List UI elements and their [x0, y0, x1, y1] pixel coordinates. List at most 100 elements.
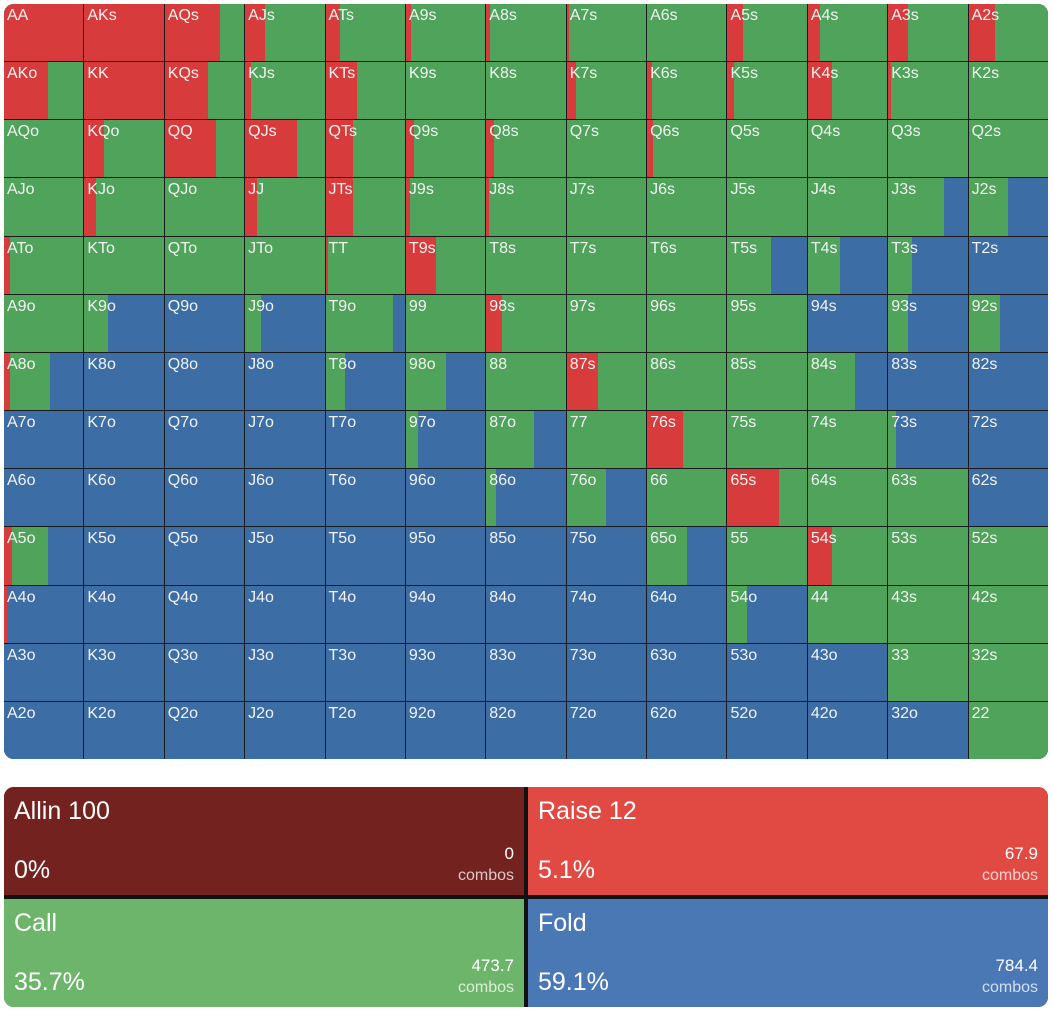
hand-cell-a5s[interactable]: A5s — [727, 4, 807, 62]
hand-cell-ajo[interactable]: AJo — [4, 178, 84, 236]
hand-cell-t5s[interactable]: T5s — [727, 236, 807, 294]
action-allin-panel[interactable]: Allin 100 0 combos 0% — [4, 787, 524, 895]
hand-cell-97s[interactable]: 97s — [566, 294, 647, 352]
hand-cell-q9s[interactable]: Q9s — [405, 120, 486, 178]
hand-cell-93s[interactable]: 93s — [888, 294, 968, 352]
hand-cell-53s[interactable]: 53s — [888, 527, 968, 585]
hand-cell-a2o[interactable]: A2o — [4, 701, 84, 759]
hand-cell-j3s[interactable]: J3s — [888, 178, 968, 236]
hand-cell-k5o[interactable]: K5o — [84, 527, 164, 585]
hand-cell-a3s[interactable]: A3s — [888, 4, 968, 62]
hand-cell-72o[interactable]: 72o — [566, 701, 647, 759]
hand-cell-k2s[interactable]: K2s — [968, 62, 1048, 120]
hand-cell-95o[interactable]: 95o — [405, 527, 486, 585]
hand-cell-q6o[interactable]: Q6o — [164, 469, 245, 527]
hand-cell-87o[interactable]: 87o — [486, 411, 566, 469]
hand-cell-t4o[interactable]: T4o — [325, 585, 405, 643]
hand-cell-qq[interactable]: QQ — [164, 120, 245, 178]
hand-cell-55[interactable]: 55 — [727, 527, 807, 585]
hand-cell-76s[interactable]: 76s — [647, 411, 727, 469]
hand-cell-k6s[interactable]: K6s — [647, 62, 727, 120]
hand-cell-43o[interactable]: 43o — [807, 643, 888, 701]
hand-cell-qts[interactable]: QTs — [325, 120, 405, 178]
hand-cell-k3s[interactable]: K3s — [888, 62, 968, 120]
hand-cell-kk[interactable]: KK — [84, 62, 164, 120]
hand-cell-77[interactable]: 77 — [566, 411, 647, 469]
action-raise-panel[interactable]: Raise 12 67.9 combos 5.1% — [528, 787, 1048, 895]
hand-cell-73s[interactable]: 73s — [888, 411, 968, 469]
hand-cell-j8s[interactable]: J8s — [486, 178, 566, 236]
hand-cell-k7s[interactable]: K7s — [566, 62, 647, 120]
hand-cell-kjo[interactable]: KJo — [84, 178, 164, 236]
hand-cell-a9s[interactable]: A9s — [405, 4, 486, 62]
hand-cell-73o[interactable]: 73o — [566, 643, 647, 701]
hand-cell-94s[interactable]: 94s — [807, 294, 888, 352]
hand-cell-42o[interactable]: 42o — [807, 701, 888, 759]
hand-cell-j6o[interactable]: J6o — [245, 469, 325, 527]
hand-cell-88[interactable]: 88 — [486, 352, 566, 411]
hand-cell-83o[interactable]: 83o — [486, 643, 566, 701]
hand-cell-85s[interactable]: 85s — [727, 352, 807, 411]
hand-cell-22[interactable]: 22 — [968, 701, 1048, 759]
hand-cell-ako[interactable]: AKo — [4, 62, 84, 120]
hand-cell-99[interactable]: 99 — [405, 294, 486, 352]
hand-cell-64o[interactable]: 64o — [647, 585, 727, 643]
hand-cell-63s[interactable]: 63s — [888, 469, 968, 527]
hand-cell-a8s[interactable]: A8s — [486, 4, 566, 62]
hand-cell-k9o[interactable]: K9o — [84, 294, 164, 352]
hand-cell-kto[interactable]: KTo — [84, 236, 164, 294]
hand-cell-63o[interactable]: 63o — [647, 643, 727, 701]
hand-cell-75o[interactable]: 75o — [566, 527, 647, 585]
hand-cell-a7o[interactable]: A7o — [4, 411, 84, 469]
hand-cell-86s[interactable]: 86s — [647, 352, 727, 411]
hand-cell-k4o[interactable]: K4o — [84, 585, 164, 643]
hand-cell-j9s[interactable]: J9s — [405, 178, 486, 236]
hand-cell-a3o[interactable]: A3o — [4, 643, 84, 701]
hand-cell-ajs[interactable]: AJs — [245, 4, 325, 62]
hand-cell-j2s[interactable]: J2s — [968, 178, 1048, 236]
hand-cell-a2s[interactable]: A2s — [968, 4, 1048, 62]
hand-cell-q3o[interactable]: Q3o — [164, 643, 245, 701]
hand-cell-aa[interactable]: AA — [4, 4, 84, 62]
hand-cell-43s[interactable]: 43s — [888, 585, 968, 643]
hand-cell-93o[interactable]: 93o — [405, 643, 486, 701]
hand-cell-98o[interactable]: 98o — [405, 352, 486, 411]
hand-cell-qjo[interactable]: QJo — [164, 178, 245, 236]
hand-cell-97o[interactable]: 97o — [405, 411, 486, 469]
hand-cell-kjs[interactable]: KJs — [245, 62, 325, 120]
hand-cell-q5s[interactable]: Q5s — [727, 120, 807, 178]
hand-cell-jto[interactable]: JTo — [245, 236, 325, 294]
hand-cell-aqs[interactable]: AQs — [164, 4, 245, 62]
hand-cell-k9s[interactable]: K9s — [405, 62, 486, 120]
hand-cell-t3o[interactable]: T3o — [325, 643, 405, 701]
hand-cell-q3s[interactable]: Q3s — [888, 120, 968, 178]
hand-cell-j3o[interactable]: J3o — [245, 643, 325, 701]
hand-cell-qjs[interactable]: QJs — [245, 120, 325, 178]
hand-cell-32o[interactable]: 32o — [888, 701, 968, 759]
hand-cell-t7s[interactable]: T7s — [566, 236, 647, 294]
hand-cell-ato[interactable]: ATo — [4, 236, 84, 294]
hand-cell-66[interactable]: 66 — [647, 469, 727, 527]
hand-cell-j5s[interactable]: J5s — [727, 178, 807, 236]
hand-cell-a6o[interactable]: A6o — [4, 469, 84, 527]
hand-cell-72s[interactable]: 72s — [968, 411, 1048, 469]
hand-cell-83s[interactable]: 83s — [888, 352, 968, 411]
hand-cell-64s[interactable]: 64s — [807, 469, 888, 527]
hand-cell-82s[interactable]: 82s — [968, 352, 1048, 411]
hand-cell-a5o[interactable]: A5o — [4, 527, 84, 585]
hand-cell-a4o[interactable]: A4o — [4, 585, 84, 643]
hand-cell-74o[interactable]: 74o — [566, 585, 647, 643]
hand-cell-ats[interactable]: ATs — [325, 4, 405, 62]
hand-cell-t4s[interactable]: T4s — [807, 236, 888, 294]
hand-cell-t7o[interactable]: T7o — [325, 411, 405, 469]
hand-cell-q4o[interactable]: Q4o — [164, 585, 245, 643]
hand-cell-52o[interactable]: 52o — [727, 701, 807, 759]
hand-cell-aks[interactable]: AKs — [84, 4, 164, 62]
hand-cell-42s[interactable]: 42s — [968, 585, 1048, 643]
hand-cell-t2o[interactable]: T2o — [325, 701, 405, 759]
hand-cell-q7s[interactable]: Q7s — [566, 120, 647, 178]
hand-cell-t2s[interactable]: T2s — [968, 236, 1048, 294]
hand-cell-33[interactable]: 33 — [888, 643, 968, 701]
hand-cell-q9o[interactable]: Q9o — [164, 294, 245, 352]
hand-cell-t8o[interactable]: T8o — [325, 352, 405, 411]
